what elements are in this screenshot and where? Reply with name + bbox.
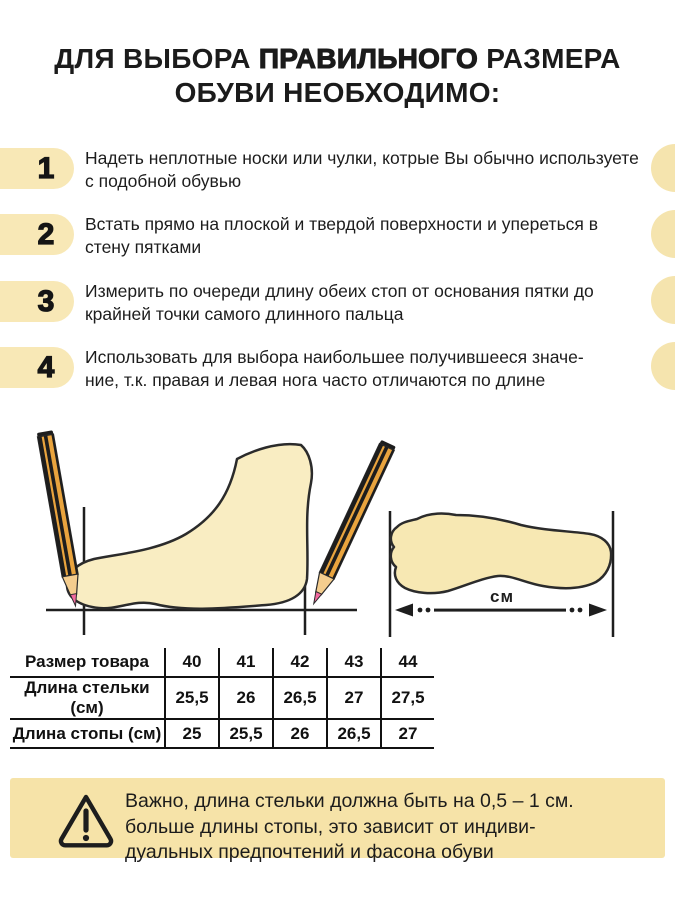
step-1-number-pill: 1 (0, 148, 74, 189)
step-4-text: Использовать для выбора наибольшее получ… (85, 347, 584, 390)
pencil-icon-left (36, 429, 85, 609)
warning-text: Важно, длина стельки должна быть на 0,5 … (125, 790, 574, 863)
step-1-text: Надеть неплотные носки или чулки, котрые… (85, 148, 639, 191)
measure-arrow (395, 603, 607, 617)
step-2-number-pill: 2 (0, 214, 74, 255)
row-label: Длина стопы (см) (10, 719, 165, 749)
page-title: ДЛЯ ВЫБОРА ПРАВИЛЬНОГО РАЗМЕРА ОБУВИ НЕО… (0, 42, 675, 110)
step-4-number: 4 (37, 350, 55, 384)
table-row: Длина стельки (см) 25,5 26 26,5 27 27,5 (10, 677, 434, 720)
step-3-number-pill: 3 (0, 281, 74, 322)
pencil-icon-right (305, 439, 397, 608)
row-label: Размер товара (10, 648, 165, 678)
title-line-2: ОБУВИ НЕОБХОДИМО: (174, 77, 501, 108)
warning-banner: Важно, длина стельки должна быть на 0,5 … (10, 778, 665, 863)
measurement-illustrations: см (36, 429, 615, 637)
cm-label: см (490, 587, 514, 606)
table-row: Длина стопы (см) 25 25,5 26 26,5 27 (10, 719, 434, 749)
step-1-number: 1 (37, 151, 55, 185)
step-3-text: Измерить по очереди длину обеих стоп от … (85, 281, 594, 324)
table-row: Размер товара 40 41 42 43 44 (10, 648, 434, 678)
title-line-1: ДЛЯ ВЫБОРА ПРАВИЛЬНОГО РАЗМЕРА (54, 42, 621, 74)
step-3-number: 3 (37, 284, 55, 318)
size-table: Размер товара 40 41 42 43 44 Длина стель… (10, 648, 434, 749)
footprint-illustration (389, 512, 613, 595)
foot-side-illustration (65, 442, 314, 610)
warning-icon (58, 794, 114, 848)
title-bold-word: ПРАВИЛЬНОГО (258, 42, 479, 74)
step-2-text: Встать прямо на плоской и твердой поверх… (85, 214, 599, 257)
step-4-number-pill: 4 (0, 347, 74, 388)
row-label: Длина стельки (см) (10, 677, 165, 720)
step-2-number: 2 (37, 217, 55, 251)
